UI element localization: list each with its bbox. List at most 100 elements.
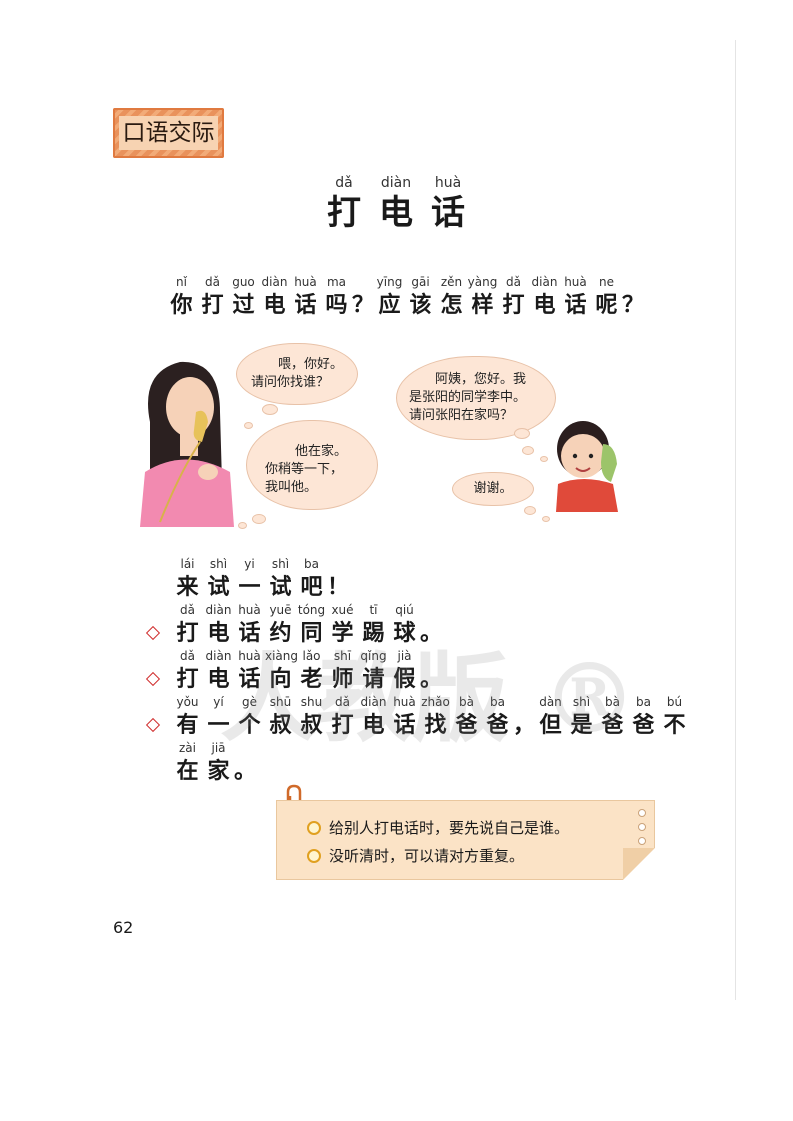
pinyin: lái [180, 557, 195, 571]
ruby-segment: dǎ 打 [172, 602, 203, 648]
bubble-dot [262, 404, 278, 415]
ruby-segment: dàn 但 [535, 694, 566, 740]
ruby-segment: xiàng 向 [265, 648, 298, 694]
pinyin: qǐng [360, 649, 387, 663]
hanzi: 电 [533, 292, 556, 318]
ruby-segment: lǎo 老 [296, 648, 327, 694]
hanzi: 话 [238, 620, 261, 646]
pinyin: guo [232, 275, 255, 289]
pinyin: dǎ [506, 275, 521, 289]
svg-text:人教版 ®: 人教版 ® [220, 642, 630, 755]
bubble-line: 请问张阳在家吗？ [409, 408, 514, 423]
ruby-segment: ， [513, 694, 535, 740]
pinyin: dǎ [335, 695, 350, 709]
ruby-segment: ba 爸 [482, 694, 513, 740]
hanzi: 一 [207, 712, 230, 738]
pinyin: yí [213, 695, 224, 709]
pinyin: shì [572, 695, 591, 709]
hanzi: 。 [420, 666, 443, 692]
ruby-segment: 。 [420, 602, 442, 648]
hanzi: 样 [471, 292, 494, 318]
pinyin: shī [333, 649, 352, 663]
hanzi: 电 [379, 193, 413, 233]
pinyin [352, 274, 374, 290]
ruby-segment: bú 不 [659, 694, 690, 740]
hanzi: 在 [176, 758, 199, 784]
bubble-dot [244, 422, 253, 429]
pinyin: zhǎo [421, 695, 450, 709]
hanzi: 打 [176, 620, 199, 646]
ruby-segment: jià 假 [389, 648, 420, 694]
ruby-segment: gè 个 [234, 694, 265, 740]
hanzi: 爸 [455, 712, 478, 738]
hanzi: 话 [294, 292, 317, 318]
page-title: dǎ 打 diàn 电 huà 话 [318, 174, 474, 234]
try-heading: lái 来 shì 试 yi 一 shì 试 ba 吧 ！ [172, 556, 349, 602]
hanzi: ！ [327, 574, 350, 600]
hanzi: 一 [238, 574, 261, 600]
page-edge [735, 40, 736, 1000]
tip-row: 没听清时，可以请对方重复。 [307, 845, 524, 867]
ruby-segment: yīng 应 [374, 274, 405, 320]
pinyin: gè [242, 695, 257, 709]
hanzi: 爸 [601, 712, 624, 738]
hanzi: 吗 [325, 292, 348, 318]
hanzi: 。 [234, 758, 257, 784]
pinyin: qiú [395, 603, 414, 617]
ruby-segment: tóng 同 [296, 602, 327, 648]
ruby-segment: diàn 电 [358, 694, 389, 740]
hanzi: 不 [663, 712, 686, 738]
speech-bubble-boy-2: 谢谢。 [452, 472, 534, 506]
hanzi: ， [513, 712, 536, 738]
pinyin: huà [434, 175, 462, 191]
pinyin [327, 556, 349, 572]
bubble-line: 你稍等一下， [265, 462, 344, 477]
bubble-dot [522, 446, 534, 455]
speech-bubble-mom-2: 他在家。 你稍等一下， 我叫他。 [246, 420, 378, 510]
pinyin: bú [666, 695, 683, 709]
woman-on-phone-illustration [140, 361, 234, 527]
tip-text: 没听清时，可以请对方重复。 [329, 847, 525, 865]
circle-bullet-icon [307, 849, 321, 863]
ruby-segment: diàn 电 [370, 174, 422, 234]
hanzi: 学 [331, 620, 354, 646]
pinyin: tóng [297, 603, 326, 617]
ruby-segment: ne 呢 [591, 274, 622, 320]
pinyin: yīng [376, 275, 403, 289]
diamond-bullet-icon [145, 625, 161, 641]
ruby-segment: diàn 电 [529, 274, 560, 320]
ruby-segment: huà 话 [422, 174, 474, 234]
hanzi: 电 [207, 666, 230, 692]
pinyin: yi [244, 557, 255, 571]
pinyin: diàn [360, 695, 387, 709]
hanzi: 试 [207, 574, 230, 600]
ruby-segment: zhǎo 找 [420, 694, 451, 740]
hanzi: 踢 [362, 620, 385, 646]
hanzi: 呢 [595, 292, 618, 318]
hanzi: 打 [201, 292, 224, 318]
hanzi: 叔 [300, 712, 323, 738]
hanzi: 话 [238, 666, 261, 692]
pinyin: huà [238, 603, 261, 617]
ruby-segment: ？ [352, 274, 374, 320]
section-badge: 口语交际 [113, 108, 224, 158]
pinyin: gāi [411, 275, 430, 289]
bubble-line: 是张阳的同学李中。 [409, 390, 527, 405]
ruby-segment: diàn 电 [203, 648, 234, 694]
hanzi: 你 [170, 292, 193, 318]
hanzi: 找 [424, 712, 447, 738]
pinyin: yuē [269, 603, 292, 617]
ruby-segment: shu 叔 [296, 694, 327, 740]
ruby-segment: 。 [420, 648, 442, 694]
hanzi: 老 [300, 666, 323, 692]
hanzi: 来 [176, 574, 199, 600]
ruby-segment: 。 [234, 740, 256, 786]
hanzi: 同 [300, 620, 323, 646]
ruby-segment: huà 话 [290, 274, 321, 320]
ruby-segment: xué 学 [327, 602, 358, 648]
diamond-bullet-icon [145, 671, 161, 687]
tip-row: 给别人打电话时，要先说自己是谁。 [307, 817, 569, 839]
hanzi: ？ [352, 292, 375, 318]
ruby-segment: shì 试 [265, 556, 296, 602]
hanzi: 该 [409, 292, 432, 318]
